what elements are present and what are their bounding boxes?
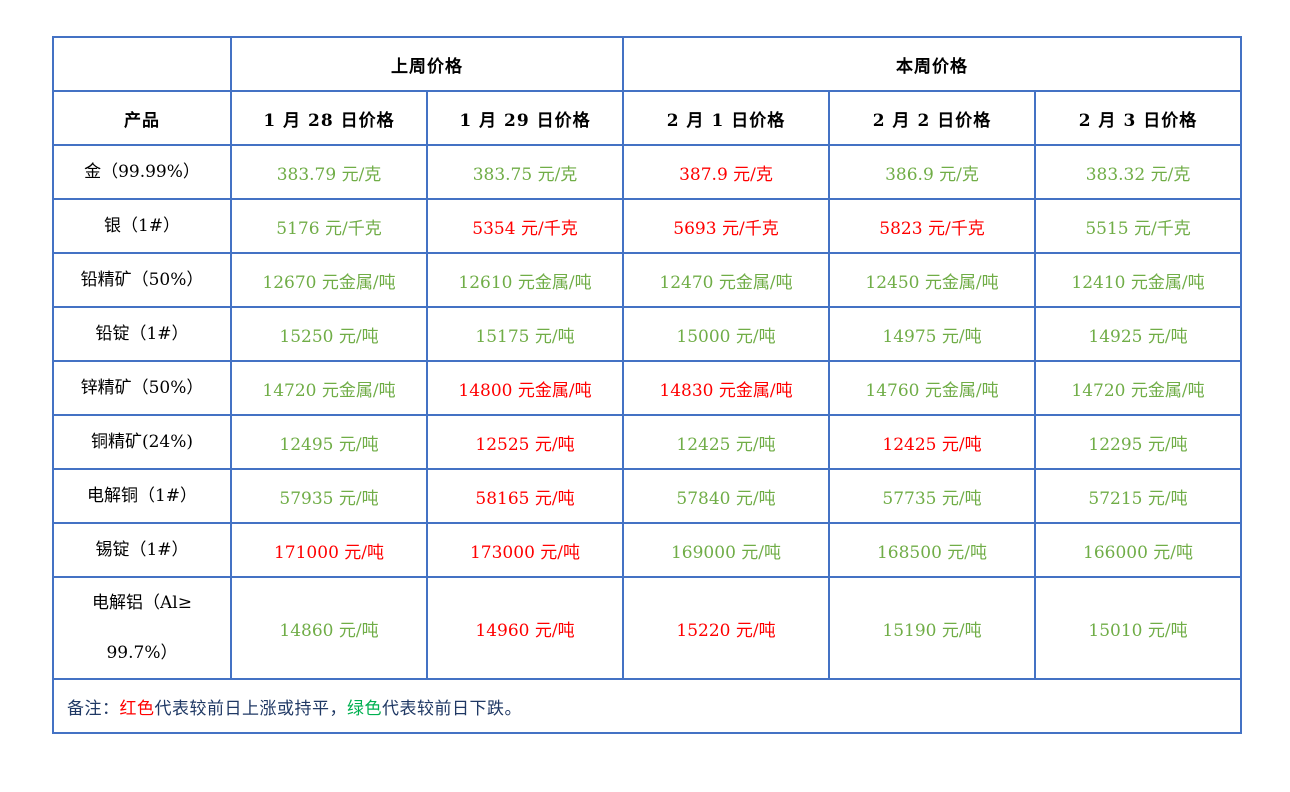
table-row: 铜精矿(24%) 12495 元/吨 12525 元/吨 12425 元/吨 12425… [52, 414, 1243, 470]
price-cell: 14760 元金属/吨 [828, 360, 1036, 416]
note-row: 备注：红色代表较前日上涨或持平，绿色代表较前日下跌。 [51, 678, 1243, 734]
date-column-header: 2 月 1 日价格 [622, 90, 830, 146]
price-cell: 12425 元/吨 [622, 414, 830, 470]
price-cell: 15175 元/吨 [426, 306, 624, 362]
price-cell: 12425 元/吨 [828, 414, 1036, 470]
price-cell: 383.75 元/克 [426, 144, 624, 200]
product-name: 铅精矿（50%） [52, 252, 232, 308]
price-table-body: 金（99.99%） 383.79 元/克 383.75 元/克 387.9 元/克 38… [52, 144, 1243, 680]
price-cell: 58165 元/吨 [426, 468, 624, 524]
price-cell: 173000 元/吨 [426, 522, 624, 578]
product-name: 铅锭（1#） [52, 306, 232, 362]
product-name: 电解铝（Al≥ 99.7%） [52, 576, 232, 680]
product-name: 银（1#） [52, 198, 232, 254]
group-header-this-week: 本周价格 [621, 36, 1243, 92]
price-cell: 57840 元/吨 [622, 468, 830, 524]
price-cell: 57215 元/吨 [1033, 468, 1243, 524]
price-cell: 12495 元/吨 [230, 414, 428, 470]
note-segment: 代表较前日上涨或持平， [154, 698, 347, 719]
date-column-header: 1 月 28 日价格 [230, 90, 428, 146]
price-cell: 57735 元/吨 [828, 468, 1036, 524]
price-cell: 171000 元/吨 [230, 522, 428, 578]
price-cell: 12410 元金属/吨 [1033, 252, 1243, 308]
product-name: 锌精矿（50%） [52, 360, 232, 416]
date-column-header: 2 月 3 日价格 [1033, 90, 1243, 146]
price-cell: 5693 元/千克 [622, 198, 830, 254]
price-cell: 383.79 元/克 [230, 144, 428, 200]
date-column-header: 2 月 2 日价格 [828, 90, 1036, 146]
price-cell: 5515 元/千克 [1033, 198, 1243, 254]
product-name: 电解铜（1#） [52, 468, 232, 524]
group-header-row: 上周价格 本周价格 [52, 36, 1243, 92]
note-segment: 备注： [67, 698, 120, 719]
price-cell: 12525 元/吨 [426, 414, 624, 470]
product-name: 铜精矿(24%) [52, 414, 232, 470]
price-cell: 386.9 元/克 [828, 144, 1036, 200]
product-name: 锡锭（1#） [52, 522, 232, 578]
column-header-row: 产品 1 月 28 日价格 1 月 29 日价格 2 月 1 日价格 2 月 2… [52, 90, 1243, 146]
price-cell: 14830 元金属/吨 [622, 360, 830, 416]
price-cell: 15220 元/吨 [622, 576, 830, 680]
product-column-header: 产品 [52, 90, 232, 146]
price-cell: 12295 元/吨 [1033, 414, 1243, 470]
price-cell: 387.9 元/克 [622, 144, 830, 200]
product-name: 金（99.99%） [52, 144, 232, 200]
price-cell: 15010 元/吨 [1033, 576, 1243, 680]
note-segment: 代表较前日下跌。 [382, 698, 522, 719]
price-cell: 14800 元金属/吨 [426, 360, 624, 416]
price-cell: 168500 元/吨 [828, 522, 1036, 578]
price-cell: 12670 元金属/吨 [230, 252, 428, 308]
note-text: 备注：红色代表较前日上涨或持平，绿色代表较前日下跌。 [51, 678, 1243, 734]
note-segment: 红色 [119, 698, 155, 719]
price-table: 上周价格 本周价格 产品 1 月 28 日价格 1 月 29 日价格 2 月 1… [51, 36, 1243, 734]
table-row: 银（1#） 5176 元/千克 5354 元/千克 5693 元/千克 5823 元/千… [52, 198, 1243, 254]
price-cell: 5176 元/千克 [230, 198, 428, 254]
price-cell: 14975 元/吨 [828, 306, 1036, 362]
price-cell: 12610 元金属/吨 [426, 252, 624, 308]
table-row: 锌精矿（50%） 14720 元金属/吨 14800 元金属/吨 14830 元金属/… [52, 360, 1243, 416]
price-cell: 12470 元金属/吨 [622, 252, 830, 308]
price-cell: 14925 元/吨 [1033, 306, 1243, 362]
table-row: 锡锭（1#） 171000 元/吨 173000 元/吨 169000 元/吨 1685… [52, 522, 1243, 578]
price-cell: 14720 元金属/吨 [230, 360, 428, 416]
group-header-last-week: 上周价格 [230, 36, 624, 92]
price-cell: 383.32 元/克 [1033, 144, 1243, 200]
table-row: 铅精矿（50%） 12670 元金属/吨 12610 元金属/吨 12470 元金属/… [52, 252, 1243, 308]
price-cell: 12450 元金属/吨 [828, 252, 1036, 308]
price-cell: 14720 元金属/吨 [1033, 360, 1243, 416]
price-cell: 14960 元/吨 [426, 576, 624, 680]
price-cell: 57935 元/吨 [230, 468, 428, 524]
note-segment: 绿色 [347, 698, 382, 719]
price-cell: 15250 元/吨 [230, 306, 428, 362]
price-cell: 5823 元/千克 [828, 198, 1036, 254]
table-row: 电解铜（1#） 57935 元/吨 58165 元/吨 57840 元/吨 57735 … [52, 468, 1243, 524]
price-cell: 14860 元/吨 [230, 576, 428, 680]
table-row: 铅锭（1#） 15250 元/吨 15175 元/吨 15000 元/吨 14975 元… [52, 306, 1243, 362]
price-cell: 169000 元/吨 [622, 522, 830, 578]
date-column-header: 1 月 29 日价格 [426, 90, 624, 146]
price-cell: 166000 元/吨 [1033, 522, 1243, 578]
price-cell: 15190 元/吨 [828, 576, 1036, 680]
table-corner-cell [52, 36, 232, 92]
price-cell: 5354 元/千克 [426, 198, 624, 254]
price-cell: 15000 元/吨 [622, 306, 830, 362]
table-row: 金（99.99%） 383.79 元/克 383.75 元/克 387.9 元/克 38… [52, 144, 1243, 200]
table-row: 电解铝（Al≥ 99.7%） 14860 元/吨 14960 元/吨 15220 元/… [52, 576, 1243, 680]
